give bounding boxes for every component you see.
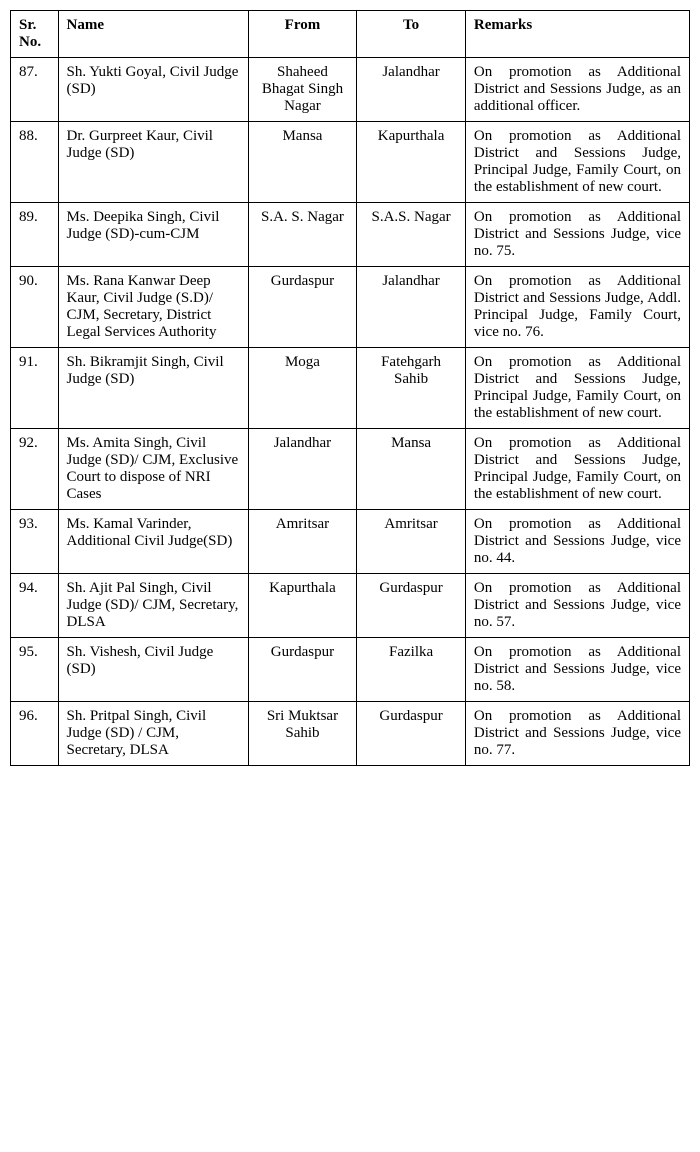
- cell-sr: 89.: [11, 203, 59, 267]
- col-remarks: Remarks: [465, 11, 689, 58]
- cell-to: Fazilka: [357, 638, 466, 702]
- cell-sr: 90.: [11, 267, 59, 348]
- cell-from: Jalandhar: [248, 429, 357, 510]
- cell-name: Ms. Amita Singh, Civil Judge (SD)/ CJM, …: [58, 429, 248, 510]
- cell-name: Ms. Kamal Varinder, Additional Civil Jud…: [58, 510, 248, 574]
- cell-remarks: On promotion as Additional District and …: [465, 267, 689, 348]
- cell-to: Gurdaspur: [357, 702, 466, 766]
- table-row: 92.Ms. Amita Singh, Civil Judge (SD)/ CJ…: [11, 429, 690, 510]
- cell-from: Mansa: [248, 122, 357, 203]
- cell-to: S.A.S. Nagar: [357, 203, 466, 267]
- table-row: 93.Ms. Kamal Varinder, Additional Civil …: [11, 510, 690, 574]
- cell-from: Gurdaspur: [248, 267, 357, 348]
- cell-from: Gurdaspur: [248, 638, 357, 702]
- table-row: 88.Dr. Gurpreet Kaur, Civil Judge (SD)Ma…: [11, 122, 690, 203]
- table-row: 90.Ms. Rana Kanwar Deep Kaur, Civil Judg…: [11, 267, 690, 348]
- cell-remarks: On promotion as Additional District and …: [465, 574, 689, 638]
- cell-name: Ms. Deepika Singh, Civil Judge (SD)-cum-…: [58, 203, 248, 267]
- col-name: Name: [58, 11, 248, 58]
- table-row: 96.Sh. Pritpal Singh, Civil Judge (SD) /…: [11, 702, 690, 766]
- cell-from: Sri Muktsar Sahib: [248, 702, 357, 766]
- cell-to: Jalandhar: [357, 58, 466, 122]
- cell-to: Kapurthala: [357, 122, 466, 203]
- cell-sr: 96.: [11, 702, 59, 766]
- table-row: 95.Sh. Vishesh, Civil Judge (SD)Gurdaspu…: [11, 638, 690, 702]
- table-header-row: Sr. No. Name From To Remarks: [11, 11, 690, 58]
- cell-sr: 93.: [11, 510, 59, 574]
- col-from: From: [248, 11, 357, 58]
- cell-to: Amritsar: [357, 510, 466, 574]
- cell-sr: 87.: [11, 58, 59, 122]
- cell-sr: 95.: [11, 638, 59, 702]
- cell-from: Moga: [248, 348, 357, 429]
- cell-remarks: On promotion as Additional District and …: [465, 510, 689, 574]
- cell-to: Gurdaspur: [357, 574, 466, 638]
- cell-from: Amritsar: [248, 510, 357, 574]
- cell-remarks: On promotion as Additional District and …: [465, 203, 689, 267]
- cell-from: S.A. S. Nagar: [248, 203, 357, 267]
- table-row: 89.Ms. Deepika Singh, Civil Judge (SD)-c…: [11, 203, 690, 267]
- cell-from: Kapurthala: [248, 574, 357, 638]
- cell-sr: 94.: [11, 574, 59, 638]
- cell-remarks: On promotion as Additional District and …: [465, 702, 689, 766]
- transfer-table: Sr. No. Name From To Remarks 87.Sh. Yukt…: [10, 10, 690, 766]
- cell-sr: 88.: [11, 122, 59, 203]
- col-to: To: [357, 11, 466, 58]
- cell-name: Sh. Pritpal Singh, Civil Judge (SD) / CJ…: [58, 702, 248, 766]
- cell-name: Sh. Vishesh, Civil Judge (SD): [58, 638, 248, 702]
- cell-name: Sh. Yukti Goyal, Civil Judge (SD): [58, 58, 248, 122]
- table-row: 91.Sh. Bikramjit Singh, Civil Judge (SD)…: [11, 348, 690, 429]
- cell-to: Fatehgarh Sahib: [357, 348, 466, 429]
- cell-sr: 92.: [11, 429, 59, 510]
- col-sr: Sr. No.: [11, 11, 59, 58]
- cell-remarks: On promotion as Additional District and …: [465, 122, 689, 203]
- cell-remarks: On promotion as Additional District and …: [465, 429, 689, 510]
- cell-name: Sh. Bikramjit Singh, Civil Judge (SD): [58, 348, 248, 429]
- cell-remarks: On promotion as Additional District and …: [465, 58, 689, 122]
- cell-name: Dr. Gurpreet Kaur, Civil Judge (SD): [58, 122, 248, 203]
- table-row: 94.Sh. Ajit Pal Singh, Civil Judge (SD)/…: [11, 574, 690, 638]
- cell-from: Shaheed Bhagat Singh Nagar: [248, 58, 357, 122]
- cell-name: Ms. Rana Kanwar Deep Kaur, Civil Judge (…: [58, 267, 248, 348]
- cell-to: Jalandhar: [357, 267, 466, 348]
- cell-remarks: On promotion as Additional District and …: [465, 638, 689, 702]
- table-row: 87.Sh. Yukti Goyal, Civil Judge (SD)Shah…: [11, 58, 690, 122]
- cell-to: Mansa: [357, 429, 466, 510]
- cell-sr: 91.: [11, 348, 59, 429]
- cell-remarks: On promotion as Additional District and …: [465, 348, 689, 429]
- cell-name: Sh. Ajit Pal Singh, Civil Judge (SD)/ CJ…: [58, 574, 248, 638]
